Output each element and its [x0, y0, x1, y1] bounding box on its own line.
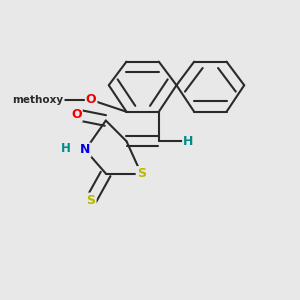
Text: N: N	[80, 143, 90, 157]
Text: methoxy: methoxy	[13, 95, 64, 105]
Text: O: O	[71, 108, 82, 121]
Text: S: S	[137, 167, 146, 180]
Text: O: O	[86, 93, 96, 106]
Text: S: S	[87, 194, 96, 207]
Text: H: H	[61, 142, 71, 155]
Text: H: H	[183, 135, 194, 148]
